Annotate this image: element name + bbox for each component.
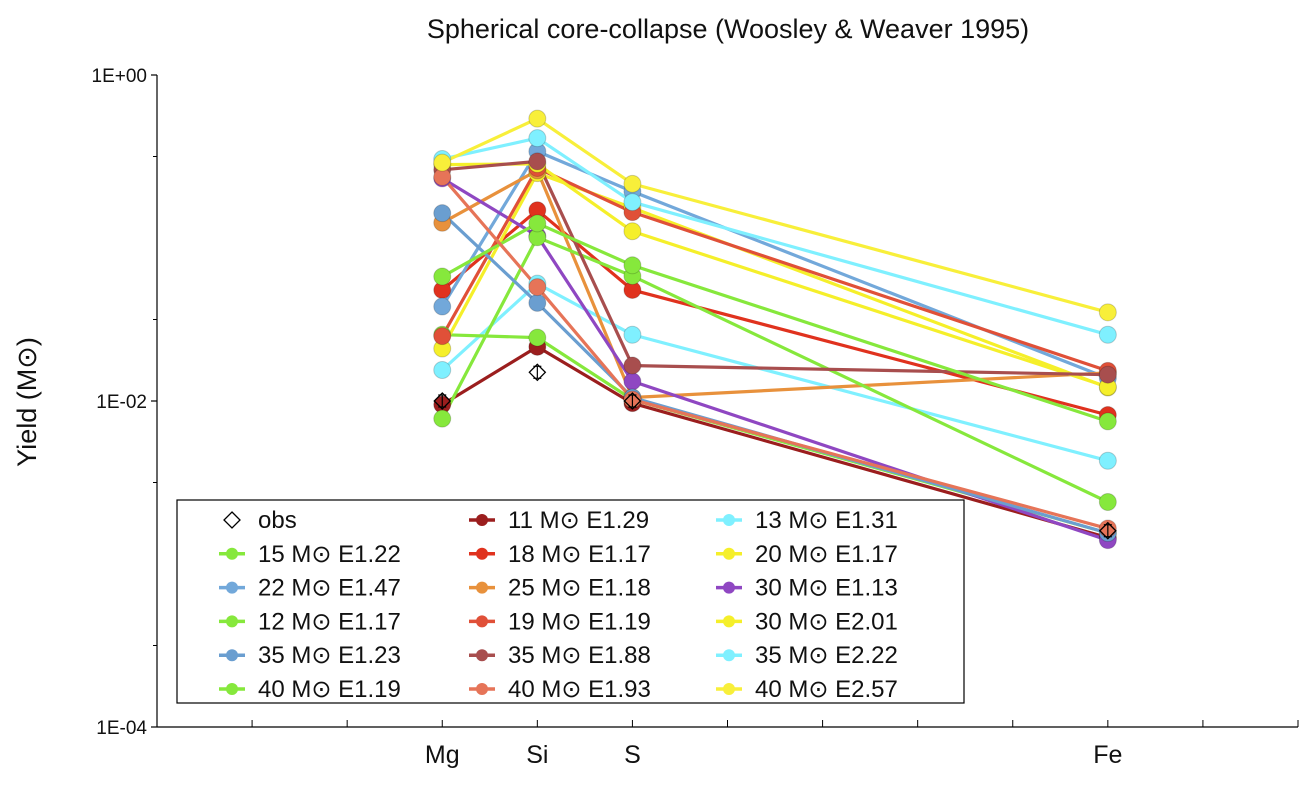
legend-marker: [723, 615, 735, 628]
legend-marker: [723, 649, 735, 662]
legend-label: 13 M⊙ E1.31: [755, 507, 898, 534]
data-point: [433, 297, 452, 316]
series-line: [441, 136, 1109, 337]
series-line: [441, 175, 1109, 531]
x-tick-label: Mg: [425, 741, 460, 769]
data-point: [528, 152, 547, 171]
x-tick-label: S: [624, 741, 641, 769]
legend-label: 20 M⊙ E1.17: [755, 541, 898, 568]
y-tick-label: 1E-02: [96, 392, 147, 413]
data-point: [528, 293, 547, 312]
legend-marker: [723, 683, 735, 695]
legend-label: 18 M⊙ E1.17: [508, 541, 651, 568]
data-point: [528, 328, 547, 347]
data-point: [528, 278, 547, 297]
legend-marker: [226, 615, 238, 628]
series-lines: [440, 116, 1109, 542]
data-point: [433, 153, 452, 172]
legend-label: 11 M⊙ E1.29: [508, 507, 649, 534]
data-point: [528, 129, 547, 148]
chart-title: Spherical core-collapse (Woosley & Weave…: [427, 14, 1029, 44]
y-axis-label: Yield (M⊙): [12, 337, 42, 467]
obs-point: [528, 363, 547, 382]
legend-label: 40 M⊙ E1.93: [508, 676, 651, 703]
data-point: [623, 222, 642, 241]
data-point: [1098, 325, 1117, 344]
legend-label: 35 M⊙ E2.22: [755, 642, 898, 669]
legend-label: obs: [258, 507, 297, 534]
y-tick-label: 1E-04: [96, 718, 147, 739]
legend-label: 30 M⊙ E2.01: [755, 608, 898, 635]
series-line: [440, 235, 1109, 504]
series-line: [441, 168, 1108, 400]
legend-label: 35 M⊙ E1.23: [258, 642, 401, 669]
legend-label: 22 M⊙ E1.47: [258, 575, 401, 602]
data-point: [528, 109, 547, 128]
obs-point: [623, 392, 642, 410]
legend-label: 15 M⊙ E1.22: [258, 541, 401, 568]
data-point: [433, 267, 452, 286]
legend-label: 19 M⊙ E1.19: [508, 608, 651, 635]
legend-marker: [476, 581, 488, 594]
legend-marker: [476, 615, 488, 628]
data-point: [1098, 412, 1117, 431]
data-point: [1098, 451, 1117, 470]
data-point: [433, 327, 452, 346]
data-point: [433, 204, 452, 223]
legend-marker: [226, 649, 238, 662]
series-line: [442, 159, 1108, 377]
legend-label: 25 M⊙ E1.18: [508, 575, 651, 602]
obs-point: [433, 392, 452, 410]
series-line: [441, 221, 1109, 423]
legend-marker: [226, 683, 238, 695]
data-point: [528, 214, 547, 233]
legend-marker: [476, 683, 488, 695]
x-tick-label: Fe: [1093, 741, 1122, 769]
plot-axes: 1E-04 1E-02 1E+00 Mg Si S Fe: [92, 66, 1299, 769]
x-tick-label: Si: [526, 741, 548, 769]
y-tick-label: 1E+00: [92, 66, 147, 87]
legend-label: 40 M⊙ E2.57: [755, 676, 898, 703]
legend-label: 40 M⊙ E1.19: [258, 676, 401, 703]
data-point: [623, 372, 642, 391]
data-point: [623, 193, 642, 212]
legend-marker: [226, 547, 238, 560]
legend: obs 11 M⊙ E1.29 13 M⊙ E1.31 15 M⊙ E1.22 18 M…: [176, 499, 965, 704]
data-point: [623, 256, 642, 275]
obs-point: [1098, 521, 1117, 540]
legend-marker: [226, 581, 238, 594]
series-line: [441, 116, 1109, 314]
legend-marker: [723, 514, 735, 526]
data-point: [1098, 365, 1117, 384]
data-point: [433, 409, 452, 428]
legend-obs-marker: [223, 511, 241, 529]
legend-marker: [476, 514, 488, 526]
data-point: [433, 360, 452, 379]
data-point: [1098, 303, 1117, 322]
series-line: [441, 345, 1109, 540]
data-point: [623, 174, 642, 193]
data-point: [1098, 493, 1117, 512]
legend-label: 35 M⊙ E1.88: [508, 642, 651, 669]
data-point: [623, 325, 642, 344]
data-point: [623, 356, 642, 375]
legend-label: 30 M⊙ E1.13: [755, 575, 898, 602]
legend-marker: [723, 581, 735, 594]
legend-marker: [723, 547, 735, 560]
series-line: [440, 166, 1109, 373]
legend-marker: [476, 649, 488, 662]
series-markers: [433, 109, 1117, 550]
series-line: [441, 177, 1109, 542]
legend-label: 12 M⊙ E1.17: [258, 608, 401, 635]
legend-marker: [476, 547, 488, 560]
legend-box: [176, 499, 965, 704]
